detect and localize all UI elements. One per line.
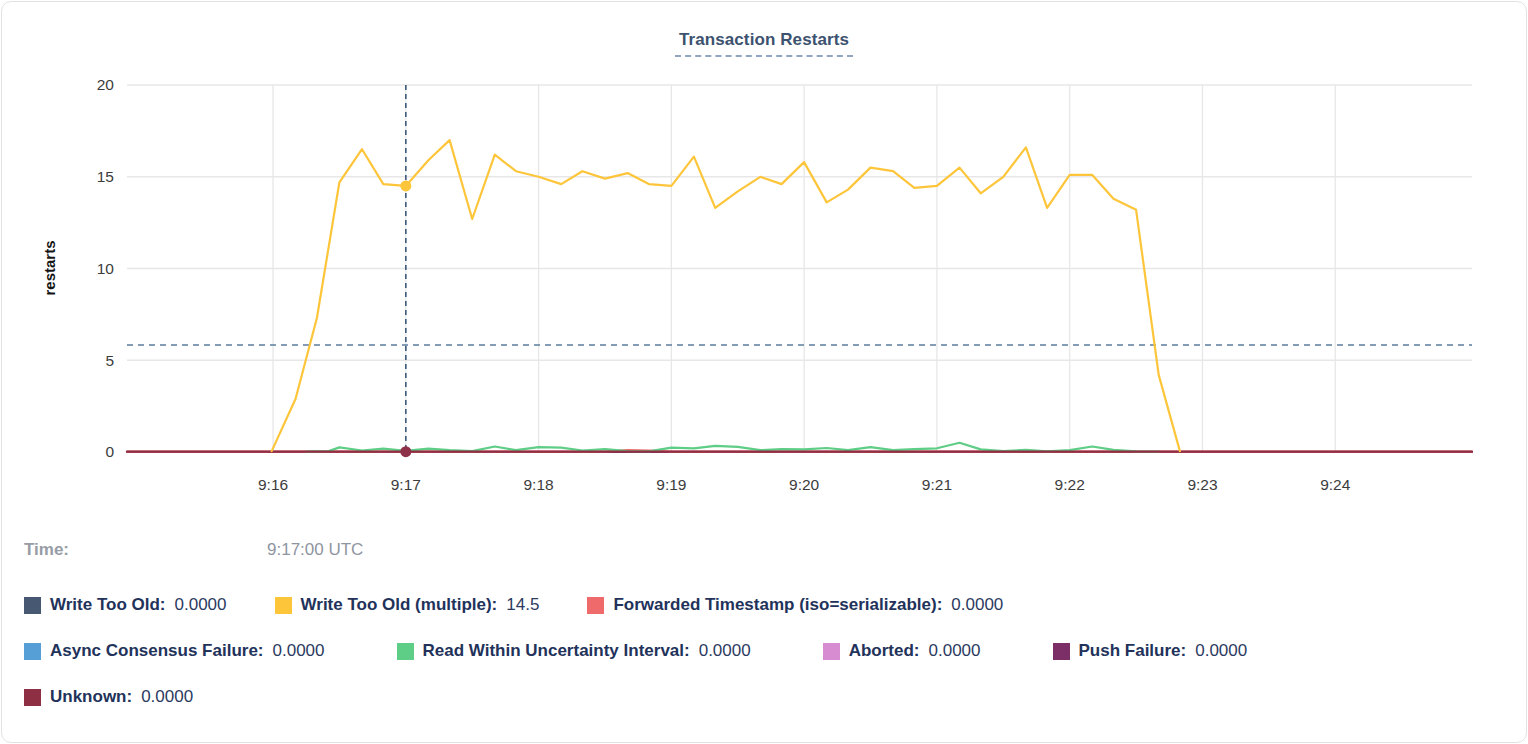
legend-label: Async Consensus Failure: <box>50 641 264 661</box>
y-tick-label: 10 <box>97 260 115 277</box>
x-tick-label: 9:19 <box>656 476 686 493</box>
series-line <box>306 443 1158 452</box>
x-tick-label: 9:20 <box>789 476 820 493</box>
card-frame: Transaction Restarts restarts 051015209:… <box>1 1 1527 743</box>
legend-label: Aborted: <box>849 641 920 661</box>
legend-swatch-icon <box>1053 643 1070 660</box>
hover-time-row: Time: 9:17:00 UTC <box>24 540 924 566</box>
legend-item[interactable]: Async Consensus Failure: 0.0000 <box>24 641 325 661</box>
legend-swatch-icon <box>24 597 41 614</box>
legend-label: Write Too Old (multiple): <box>301 595 498 615</box>
hover-point-dot <box>400 180 411 191</box>
legend-row: Unknown: 0.0000 <box>24 684 193 710</box>
x-tick-label: 9:18 <box>524 476 554 493</box>
legend-item[interactable]: Aborted: 0.0000 <box>823 641 981 661</box>
legend-row: Async Consensus Failure:0.0000Read Withi… <box>24 638 1247 664</box>
legend-label: Read Within Uncertainty Interval: <box>423 641 690 661</box>
legend-swatch-icon <box>24 689 41 706</box>
y-tick-label: 15 <box>97 168 114 185</box>
y-tick-label: 20 <box>97 76 115 93</box>
x-tick-label: 9:24 <box>1320 476 1351 493</box>
x-tick-label: 9:16 <box>258 476 288 493</box>
y-tick-label: 0 <box>105 443 114 460</box>
x-tick-label: 9:23 <box>1187 476 1217 493</box>
legend-item[interactable]: Read Within Uncertainty Interval: 0.0000 <box>397 641 751 661</box>
legend-item[interactable]: Push Failure: 0.0000 <box>1053 641 1248 661</box>
legend-item[interactable]: Unknown: 0.0000 <box>24 687 193 707</box>
legend-label: Push Failure: <box>1079 641 1187 661</box>
legend-swatch-icon <box>24 643 41 660</box>
x-tick-label: 9:17 <box>391 476 421 493</box>
legend-value: 0.0000 <box>273 641 325 661</box>
legend-label: Write Too Old: <box>50 595 166 615</box>
legend-swatch-icon <box>587 597 604 614</box>
legend-value: 14.5 <box>506 595 539 615</box>
legend-value: 0.0000 <box>1195 641 1247 661</box>
legend-value: 0.0000 <box>951 595 1003 615</box>
legend-swatch-icon <box>397 643 414 660</box>
legend-label: Forwarded Timestamp (iso=serializable): <box>613 595 942 615</box>
line-chart-plot-area[interactable]: 0 5 10 15 20 9:16 9:17 9:18 9:19 9:20 9:21 9:22 9:23… <box>2 2 1528 527</box>
legend-item[interactable]: Write Too Old: 0.0000 <box>24 595 227 615</box>
legend-swatch-icon <box>823 643 840 660</box>
y-tick-label: 5 <box>105 352 114 369</box>
legend-value: 0.0000 <box>175 595 227 615</box>
legend-item[interactable]: Write Too Old (multiple): 14.5 <box>275 595 540 615</box>
x-tick-label: 9:21 <box>922 476 952 493</box>
legend-row: Write Too Old: 0.0000 Write Too Old (multi… <box>24 592 1003 618</box>
legend-swatch-icon <box>275 597 292 614</box>
hover-point-dot <box>400 446 411 457</box>
legend-value: 0.0000 <box>929 641 981 661</box>
legend-value: 0.0000 <box>141 687 193 707</box>
legend-value: 0.0000 <box>699 641 751 661</box>
x-tick-label: 9:22 <box>1055 476 1085 493</box>
time-label: Time: <box>24 540 69 560</box>
legend-label: Unknown: <box>50 687 132 707</box>
time-value: 9:17:00 UTC <box>267 540 363 560</box>
legend-item[interactable]: Forwarded Timestamp (iso=serializable): 0… <box>587 595 1003 615</box>
